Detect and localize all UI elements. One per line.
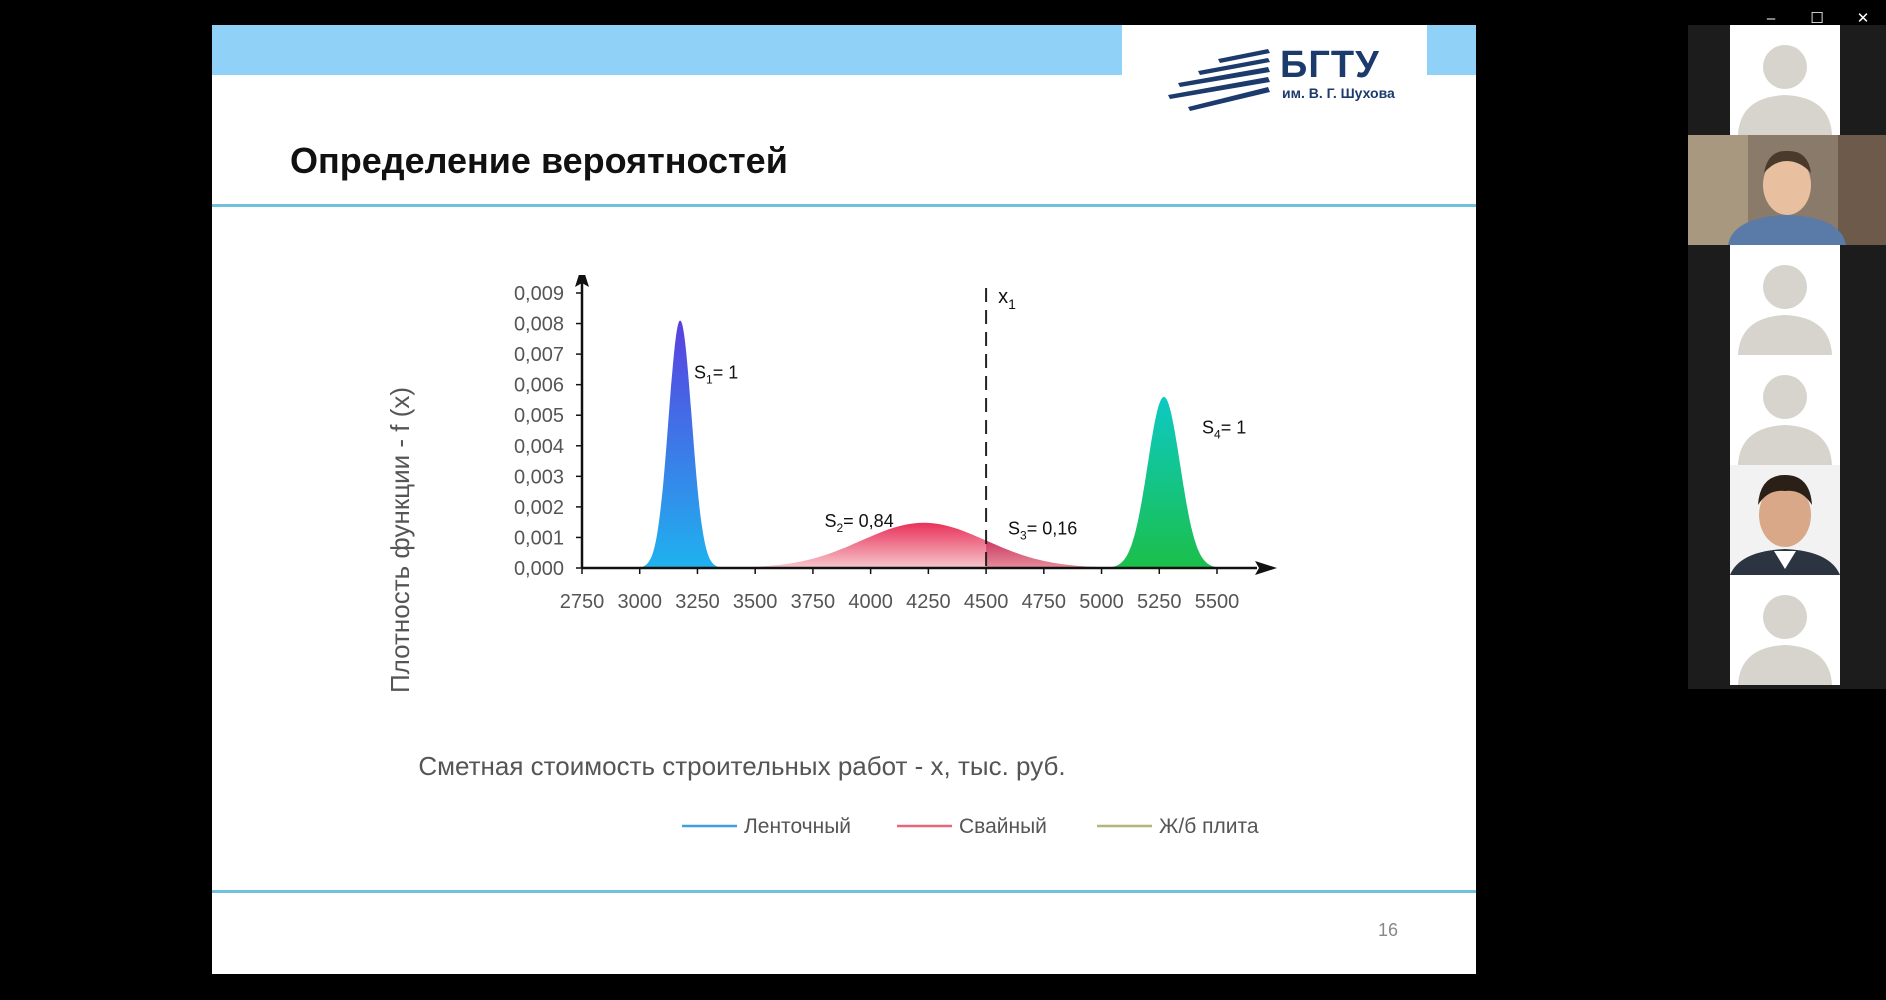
slide-header-bar-right (1427, 25, 1476, 75)
y-tick-label: 0,001 (514, 527, 564, 549)
x-tick-label: 4000 (848, 591, 893, 613)
logo-sub-text: им. В. Г. Шухова (1282, 85, 1395, 101)
y-tick-label: 0,009 (514, 283, 564, 305)
y-tick-label: 0,005 (514, 405, 564, 427)
x-tick-label: 3500 (733, 591, 778, 613)
chart-legend: Ленточный Свайный Ж/б плита (682, 815, 1259, 838)
area-annotation: S3= 0,16 (1008, 518, 1077, 542)
series-svainy-tail-area (986, 540, 1186, 568)
x-axis-label: Сметная стоимость строительных работ - x… (418, 751, 1065, 781)
y-axis-label: Плотность функции - f (x) (385, 387, 415, 693)
logo-main-text: БГТУ (1280, 44, 1380, 86)
x-tick-label: 5500 (1195, 591, 1240, 613)
avatar-placeholder-icon (1730, 355, 1840, 465)
slide-header-bar (212, 25, 1122, 75)
legend-item-zhb-plita: Ж/б плита (1159, 815, 1259, 838)
participant-tile[interactable] (1730, 575, 1840, 685)
avatar-placeholder-icon (1730, 575, 1840, 685)
x-tick-label: 5250 (1137, 591, 1182, 613)
y-tick-label: 0,004 (514, 436, 564, 458)
participant-tile[interactable] (1730, 245, 1840, 355)
participant-video-tile[interactable] (1688, 135, 1886, 245)
participants-panel (1688, 25, 1886, 689)
area-annotation: S2= 0,84 (824, 511, 893, 535)
slide-title: Определение вероятностей (290, 140, 788, 181)
y-axis-arrow-icon (575, 275, 589, 287)
y-tick-label: 0,000 (514, 558, 564, 580)
logo: БГТУ им. В. Г. Шухова (1280, 45, 1395, 101)
x-tick-label: 4250 (906, 591, 951, 613)
avatar-placeholder-icon (1730, 245, 1840, 355)
participant-tile[interactable] (1730, 25, 1840, 135)
participant-video-icon (1688, 135, 1886, 245)
area-annotation: S1= 1 (694, 363, 738, 387)
x-tick-label: 5000 (1079, 591, 1124, 613)
series-zhb-plita-area (1096, 396, 1232, 568)
x-axis-arrow-icon (1255, 561, 1277, 575)
y-tick-label: 0,006 (514, 375, 564, 397)
page-number: 16 (1378, 920, 1399, 940)
series-svainy-area (661, 522, 1186, 568)
y-tick-label: 0,002 (514, 497, 564, 519)
x-tick-label: 3250 (675, 591, 720, 613)
shared-slide: БГТУ им. В. Г. Шухова Определение вероят… (212, 25, 1476, 974)
probability-density-chart: 2750 3000 3250 3500 3750 4000 4250 4500 4750 5000… (385, 275, 1277, 838)
y-tick-label: 0,007 (514, 344, 564, 366)
minimize-icon[interactable]: – (1766, 9, 1776, 27)
legend-item-svainy: Свайный (959, 815, 1047, 838)
y-tick-label: 0,008 (514, 314, 564, 336)
avatar-placeholder-icon (1730, 25, 1840, 135)
participant-photo-icon (1730, 465, 1840, 575)
logo-stripes-icon (1168, 49, 1270, 111)
maximize-icon[interactable]: ☐ (1810, 10, 1824, 27)
window-controls: – ☐ ✕ (1748, 4, 1886, 32)
x-tick-label: 2750 (560, 591, 605, 613)
x-tick-label: 3750 (791, 591, 836, 613)
legend-item-lentochny: Ленточный (744, 815, 851, 838)
x-tick-label: 4750 (1022, 591, 1066, 613)
footer-divider (212, 890, 1476, 893)
series-lentochny-area (631, 320, 729, 568)
threshold-label: x1 (998, 286, 1016, 312)
y-tick-label: 0,003 (514, 466, 564, 488)
title-divider (212, 204, 1476, 207)
area-annotation: S4= 1 (1202, 418, 1246, 442)
x-tick-label: 3000 (617, 591, 662, 613)
participant-photo-tile[interactable] (1730, 465, 1840, 575)
x-tick-label: 4500 (964, 591, 1009, 613)
close-icon[interactable]: ✕ (1856, 10, 1870, 27)
participant-tile[interactable] (1730, 355, 1840, 465)
